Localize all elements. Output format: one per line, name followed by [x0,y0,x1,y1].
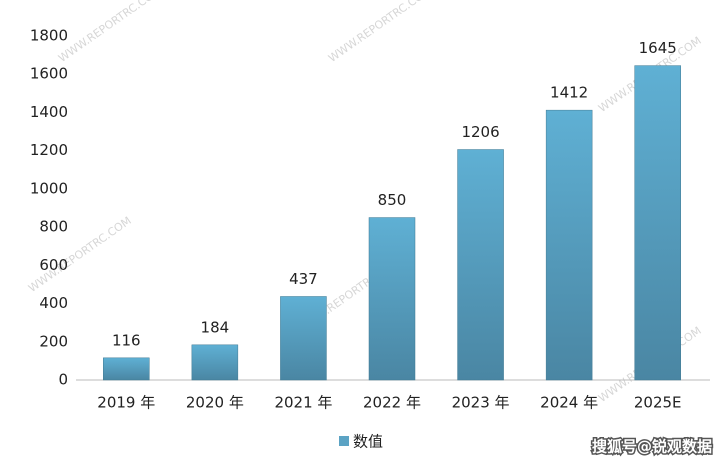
value-label: 437 [289,270,318,288]
value-label: 116 [112,331,141,349]
value-label: 1645 [639,39,677,57]
value-label: 850 [378,191,407,209]
x-tick-label: 2020 年 [186,394,244,412]
bar [280,296,327,381]
y-tick-label: 0 [58,371,68,389]
annotation: 搜狐号@锐观数据 [592,438,712,456]
value-label: 1206 [461,123,499,141]
x-tick-label: 2025E [634,394,682,412]
y-tick-label: 1400 [30,103,68,121]
y-tick-label: 1600 [30,65,68,83]
bar [103,357,150,381]
x-tick-label: 2024 年 [540,394,598,412]
bar [545,109,593,381]
legend-swatch [339,436,349,446]
value-label: 184 [201,318,230,336]
x-tick-label: 2019 年 [97,394,155,412]
x-tick-label: 2022 年 [363,394,421,412]
y-tick-label: 1000 [30,179,68,197]
bar [368,217,416,381]
bar [191,344,239,381]
y-tick-label: 200 [39,332,68,350]
x-tick-label: 2021 年 [274,394,332,412]
bar [457,149,504,381]
y-tick-label: 1200 [30,141,68,159]
bar [634,65,681,381]
y-tick-label: 1800 [30,27,68,45]
y-tick-label: 600 [39,256,68,274]
y-tick-label: 400 [39,294,68,312]
value-label: 1412 [550,84,588,102]
y-tick-label: 800 [39,218,68,236]
x-tick-label: 2023 年 [452,394,510,412]
legend-label: 数值 [353,433,383,451]
